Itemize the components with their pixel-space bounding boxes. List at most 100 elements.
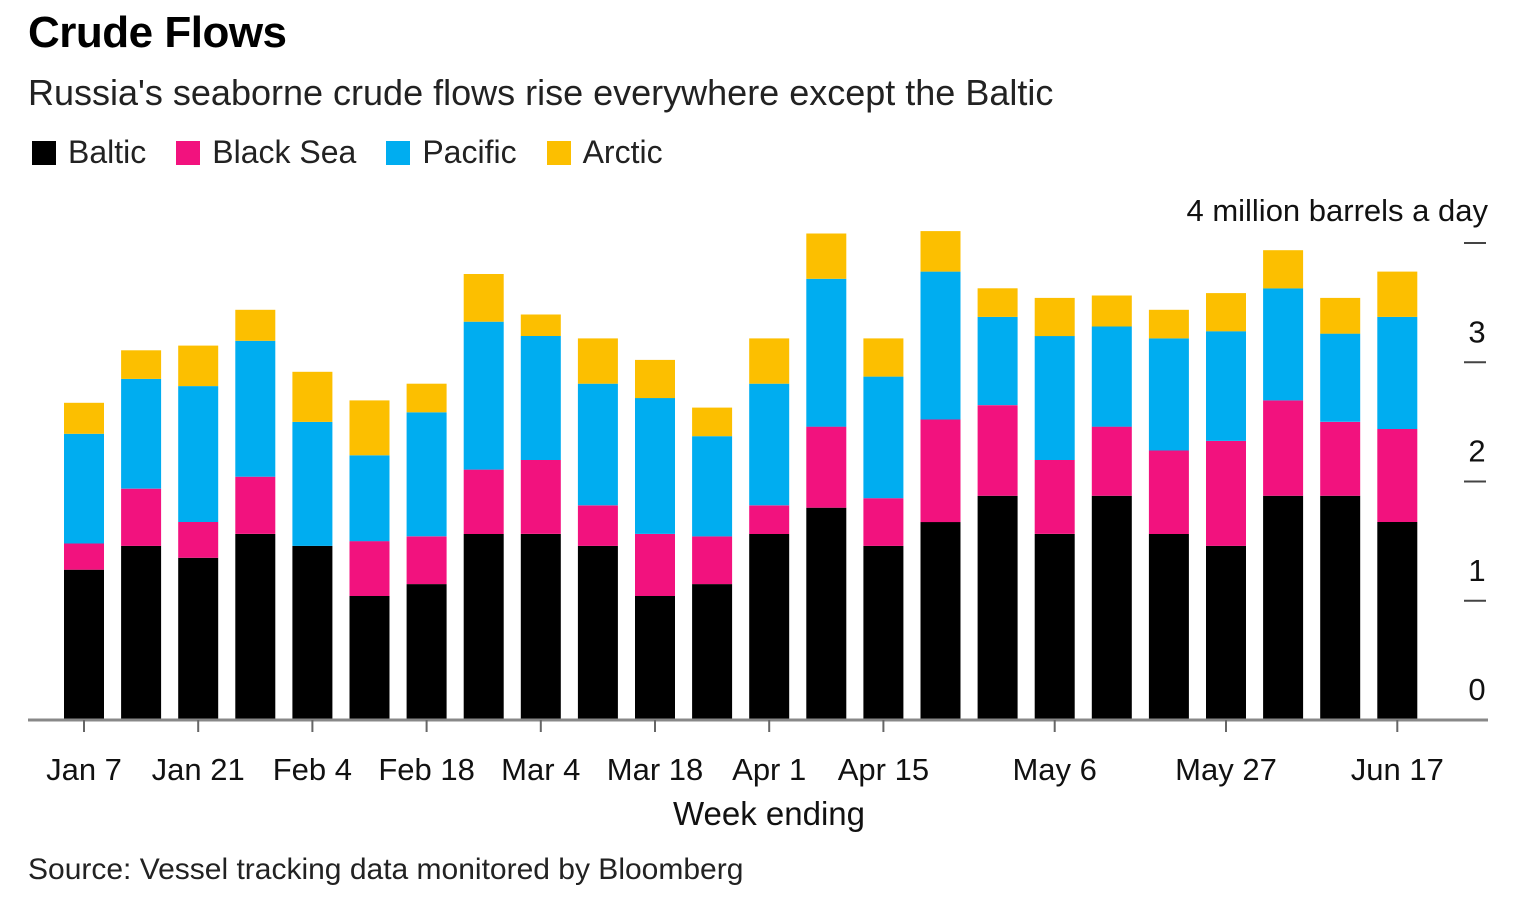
legend-label-arctic: Arctic (582, 134, 663, 170)
bar-segment-black-sea-mar-4 (520, 460, 561, 534)
bar-segment-arctic-mar-11 (577, 338, 618, 384)
bar-segment-pacific-may-13 (1091, 326, 1132, 427)
bar-segment-pacific-mar-25 (692, 436, 733, 537)
bar-segment-pacific-jun-17 (1377, 316, 1418, 429)
bar-segment-pacific-jun-10 (1320, 333, 1361, 422)
bar-segment-baltic-jan-21 (178, 557, 219, 720)
bar-segment-arctic-apr-15 (863, 338, 904, 377)
bar-segment-arctic-may-13 (1091, 295, 1132, 327)
bar-segment-arctic-feb-18 (406, 383, 447, 413)
bar-segment-black-sea-feb-25 (463, 469, 504, 534)
legend-swatch-black-sea (176, 140, 201, 165)
bar-segment-black-sea-mar-11 (577, 505, 618, 546)
bar-segment-arctic-feb-25 (463, 274, 504, 322)
bar-segment-black-sea-apr-22 (920, 419, 961, 523)
legend-swatch-baltic (32, 140, 56, 165)
bar-segment-baltic-feb-18 (406, 584, 447, 720)
legend-swatch-arctic (546, 140, 571, 165)
bar-segment-pacific-apr-22 (920, 271, 961, 420)
bar-segment-pacific-mar-18 (635, 398, 675, 534)
bar-segment-black-sea-may-27 (1206, 441, 1246, 546)
bar-segment-black-sea-jun-3 (1263, 400, 1304, 496)
bar-segment-arctic-feb-11 (349, 400, 390, 456)
bar-segment-pacific-mar-11 (577, 383, 618, 506)
bar-segment-black-sea-feb-18 (406, 536, 447, 585)
bar-segment-arctic-may-6 (1034, 297, 1075, 337)
bar-segment-arctic-apr-8 (806, 233, 847, 279)
bar-segment-arctic-mar-25 (692, 407, 733, 437)
bar-segment-baltic-may-20 (1148, 534, 1189, 720)
x-tick-label: Mar 4 (501, 752, 580, 787)
chart-subtitle: Russia's seaborne crude flows rise every… (28, 72, 1054, 113)
bar-segment-arctic-mar-18 (635, 359, 675, 399)
bar-segment-pacific-apr-15 (863, 376, 904, 499)
bar-segment-baltic-mar-18 (635, 596, 675, 720)
bar-segment-pacific-apr-8 (806, 278, 847, 427)
bar-segment-black-sea-jun-17 (1377, 429, 1418, 522)
bar-segment-pacific-feb-4 (292, 421, 333, 546)
x-tick-label: Jan 21 (152, 752, 245, 787)
x-tick-label: Mar 18 (607, 752, 703, 787)
bar-segment-arctic-jan-14 (121, 350, 162, 379)
bar-segment-black-sea-jan-14 (121, 488, 162, 546)
bar-segment-black-sea-may-20 (1148, 450, 1189, 534)
bar-segment-arctic-may-20 (1148, 309, 1189, 339)
bar-segment-baltic-jun-10 (1320, 495, 1361, 720)
legend-item-baltic: Baltic (32, 134, 146, 171)
bar-segment-baltic-feb-4 (292, 545, 333, 720)
bar-segment-arctic-jun-17 (1377, 271, 1418, 317)
x-tick-label: Apr 15 (838, 752, 929, 787)
x-tick-label: Jun 17 (1351, 752, 1444, 787)
bar-segment-baltic-may-27 (1206, 545, 1246, 720)
bar-segment-baltic-jan-14 (121, 545, 162, 720)
bar-segment-pacific-feb-25 (463, 321, 504, 470)
x-axis-title: Week ending (673, 795, 865, 832)
axis-layer: Jan 7 Jan 21 Feb 4 Feb 18 Mar 4 Mar 18 Apr 1 Ap… (28, 242, 1488, 787)
y-tick-label: 3 (1468, 314, 1485, 349)
y-tick-label: 2 (1468, 434, 1485, 469)
bar-segment-arctic-jan-7 (64, 402, 104, 434)
bar-segment-pacific-jun-3 (1263, 288, 1304, 401)
bar-segment-baltic-apr-29 (977, 495, 1018, 720)
bar-segment-arctic-jan-21 (178, 345, 219, 387)
x-tick-label: May 6 (1012, 752, 1096, 787)
bar-segment-black-sea-feb-11 (349, 541, 390, 596)
bar-segment-arctic-feb-4 (292, 371, 333, 422)
bar-segment-pacific-jan-7 (64, 433, 104, 544)
bar-segment-arctic-jun-3 (1263, 250, 1304, 289)
bar-segment-pacific-feb-11 (349, 455, 390, 542)
bar-segment-arctic-may-27 (1206, 293, 1246, 332)
bar-segment-baltic-mar-11 (577, 545, 618, 720)
bar-segment-black-sea-mar-18 (635, 534, 675, 596)
legend-label-baltic: Baltic (68, 134, 147, 170)
y-axis-unit-label: 4 million barrels a day (1186, 193, 1488, 228)
bar-segment-pacific-feb-18 (406, 412, 447, 537)
bar-segment-black-sea-apr-29 (977, 405, 1018, 496)
bar-segment-baltic-may-13 (1091, 495, 1132, 720)
bars-layer (64, 231, 1418, 720)
bar-segment-baltic-apr-8 (806, 507, 847, 720)
bar-segment-black-sea-apr-1 (749, 505, 790, 534)
x-tick-label: Feb 4 (273, 752, 352, 787)
legend-item-black-sea: Black Sea (176, 134, 356, 171)
bar-segment-arctic-jan-28 (235, 309, 276, 341)
bar-segment-baltic-may-6 (1034, 534, 1075, 720)
y-tick-label: 0 (1468, 672, 1485, 707)
bar-segment-baltic-apr-15 (863, 545, 904, 720)
x-tick-label: Jan 7 (46, 752, 122, 787)
bar-segment-baltic-feb-25 (463, 534, 504, 720)
bar-segment-pacific-apr-1 (749, 383, 790, 506)
bar-segment-arctic-mar-4 (520, 314, 561, 336)
bar-segment-arctic-jun-10 (1320, 297, 1361, 334)
source-note: Source: Vessel tracking data monitored b… (28, 853, 744, 886)
legend-item-arctic: Arctic (546, 134, 663, 171)
bar-segment-baltic-feb-11 (349, 596, 390, 720)
bar-segment-baltic-jun-3 (1263, 495, 1304, 720)
legend-label-black-sea: Black Sea (212, 134, 357, 170)
bar-segment-pacific-jan-14 (121, 378, 162, 489)
bar-segment-pacific-may-20 (1148, 338, 1189, 451)
bar-segment-pacific-may-6 (1034, 336, 1075, 460)
bar-segment-black-sea-jun-10 (1320, 421, 1361, 496)
bar-segment-black-sea-apr-15 (863, 498, 904, 546)
